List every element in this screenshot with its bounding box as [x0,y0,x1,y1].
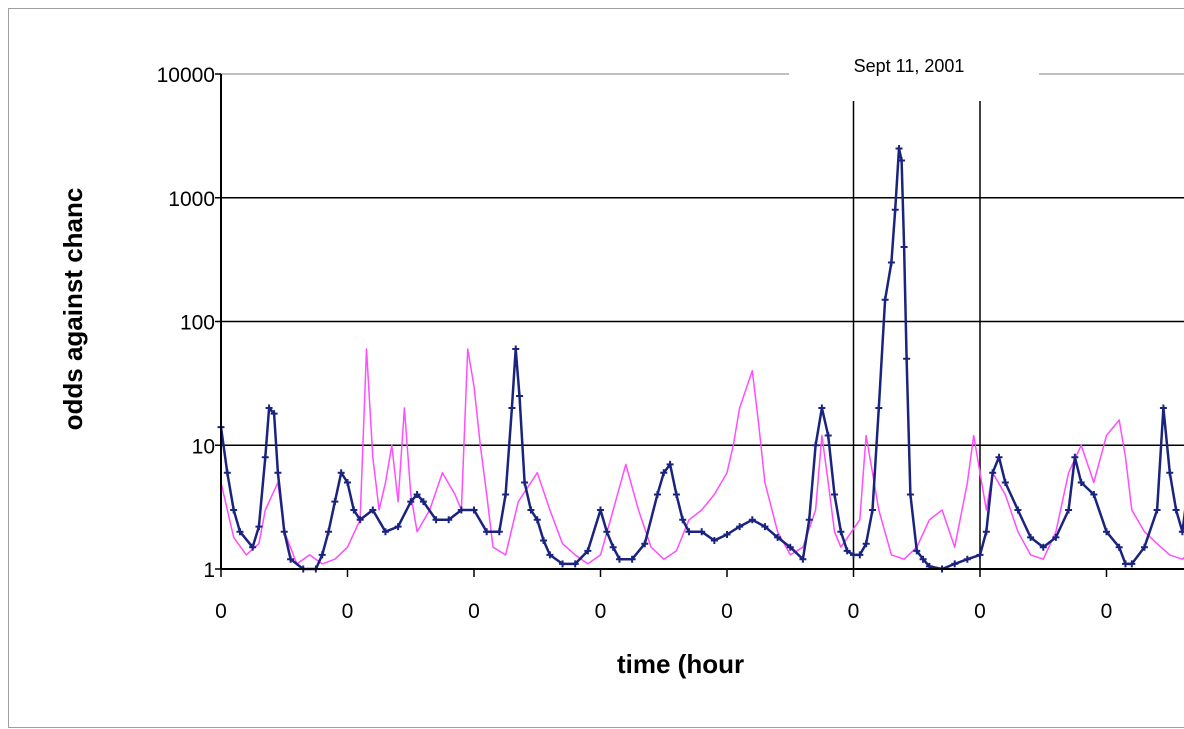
data-point [983,528,990,535]
x-tick-label: 0 [848,600,860,623]
data-point [502,491,509,498]
data-point [1154,506,1161,513]
data-point [597,506,604,513]
data-point [274,469,281,476]
data-point [951,560,958,567]
x-tick-label: 0 [215,600,227,623]
data-point [262,454,269,461]
data-point [1160,404,1167,411]
x-tick-label: 0 [468,600,480,623]
data-point [875,404,882,411]
data-point [673,491,680,498]
y-tick-label: 1000 [168,188,215,211]
series-2 [218,145,1184,572]
data-point [977,551,984,558]
x-tick-label: 0 [342,600,354,623]
data-point [331,498,338,505]
data-point [1173,506,1180,513]
data-point [989,469,996,476]
data-point [1122,560,1129,567]
data-point [1065,506,1072,513]
data-point [888,259,895,266]
series-layer [218,145,1184,572]
data-point [882,296,889,303]
data-point [903,355,910,362]
x-tick-label: 0 [595,600,607,623]
y-tick-label: 100 [180,312,215,335]
x-tick-label: 0 [1101,600,1113,623]
data-point [818,404,825,411]
tick-label-layer: 1 10 100 1000 10000 0 0 0 0 0 0 0 0 [157,64,1113,623]
event-annotation: Sept 11, 2001 [854,56,965,76]
data-point [512,345,519,352]
data-point [825,432,832,439]
y-tick-label: 10 [192,435,215,458]
data-point [896,145,903,152]
data-point [1166,469,1173,476]
data-point [869,506,876,513]
data-point [224,469,231,476]
y-axis-label: odds against chanc [58,188,88,431]
data-point [654,491,661,498]
data-point [516,393,523,400]
data-point [508,404,515,411]
data-point [603,528,610,535]
data-point [995,454,1002,461]
data-point [831,491,838,498]
data-point [907,491,914,498]
data-point [496,528,503,535]
data-point [812,442,819,449]
data-point [837,528,844,535]
data-point [325,528,332,535]
odds-line-chart: 1 10 100 1000 10000 0 0 0 0 0 0 0 0 Sept 11, 2001 ti… [9,9,1184,729]
data-point [901,243,908,250]
y-tick-label: 1 [203,559,215,582]
grid-layer [221,74,1184,569]
data-point [281,528,288,535]
data-point [230,506,237,513]
x-tick-label: 0 [974,600,986,623]
y-tick-label: 10000 [157,64,215,87]
data-point [521,479,528,486]
x-axis-label: time (hour [617,649,744,679]
data-point [964,556,971,563]
chart-frame: 1 10 100 1000 10000 0 0 0 0 0 0 0 0 Sept 11, 2001 ti… [8,8,1184,728]
x-tick-label: 0 [721,600,733,623]
data-point [892,206,899,213]
data-point [1179,528,1184,535]
